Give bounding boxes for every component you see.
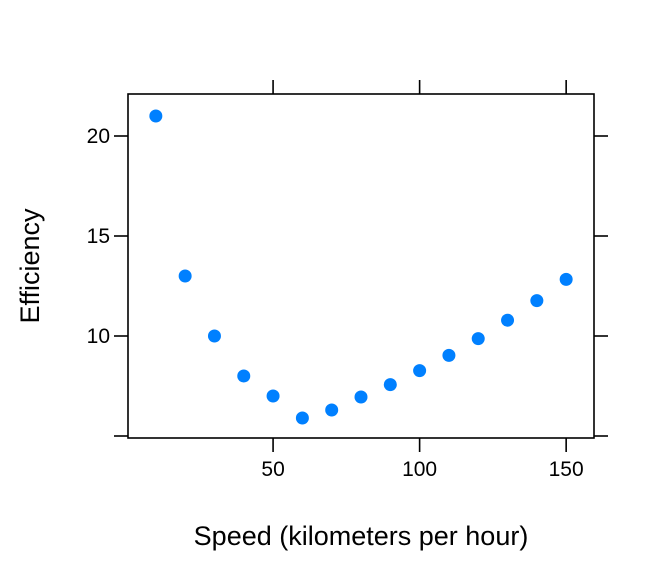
data-point	[354, 390, 368, 404]
x-tick-label: 150	[549, 458, 584, 481]
data-point	[149, 109, 163, 123]
data-point	[178, 269, 192, 283]
data-point	[559, 272, 573, 286]
data-point	[207, 329, 221, 343]
data-points	[149, 109, 573, 425]
data-point	[530, 294, 544, 308]
y-tick-label: 20	[87, 125, 110, 148]
x-tick-label: 50	[261, 458, 284, 481]
y-tick-label: 10	[87, 325, 110, 348]
data-point	[266, 389, 280, 403]
data-point	[471, 332, 485, 346]
y-axis-title: Efficiency	[15, 208, 45, 324]
x-tick-label: 100	[402, 458, 437, 481]
data-point	[325, 403, 339, 417]
data-point	[413, 364, 427, 378]
data-point	[501, 313, 515, 327]
axis-tick-labels: 50 100 150 10 15 20	[87, 125, 584, 481]
x-axis-title: Speed (kilometers per hour)	[194, 521, 529, 551]
plot-frame	[127, 93, 595, 439]
data-point	[442, 348, 456, 362]
data-point	[383, 378, 397, 392]
axis-ticks	[114, 80, 608, 452]
data-point	[237, 369, 251, 383]
y-tick-label: 15	[87, 225, 110, 248]
data-point	[295, 411, 309, 425]
